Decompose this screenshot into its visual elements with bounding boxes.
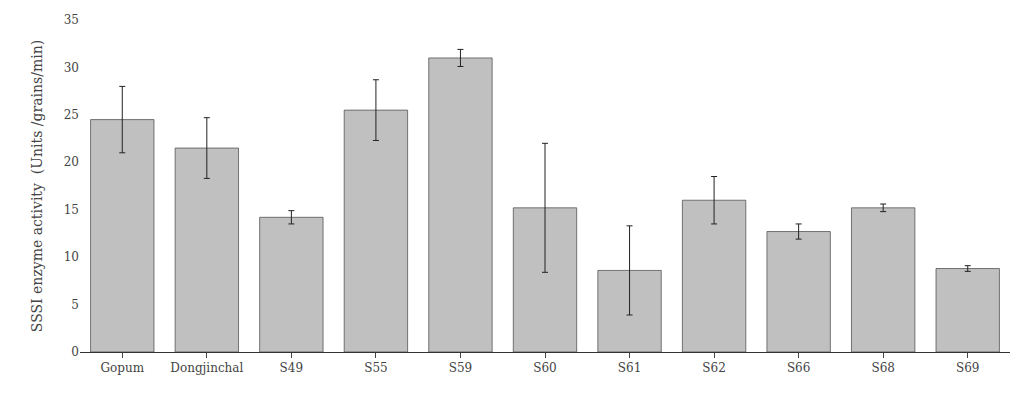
svg-text:S61: S61 [618,361,642,375]
svg-text:S68: S68 [871,361,895,375]
svg-text:35: 35 [64,13,79,27]
svg-text:15: 15 [64,203,79,217]
svg-text:20: 20 [64,155,79,169]
svg-text:Dongjinchal: Dongjinchal [170,361,243,375]
svg-text:S59: S59 [449,361,473,375]
svg-text:S55: S55 [364,361,388,375]
svg-text:S60: S60 [533,361,557,375]
svg-text:25: 25 [64,108,79,122]
svg-text:S62: S62 [702,361,726,375]
svg-text:S69: S69 [956,361,980,375]
svg-text:SSSI enzyme activity (Units /: SSSI enzyme activity (Units /grains/min) [29,40,45,332]
svg-text:Gopum: Gopum [100,361,144,375]
svg-text:30: 30 [64,61,79,75]
svg-text:S66: S66 [787,361,811,375]
svg-text:S49: S49 [280,361,304,375]
svg-text:0: 0 [71,345,79,359]
svg-text:5: 5 [71,298,79,312]
svg-text:10: 10 [64,250,79,264]
